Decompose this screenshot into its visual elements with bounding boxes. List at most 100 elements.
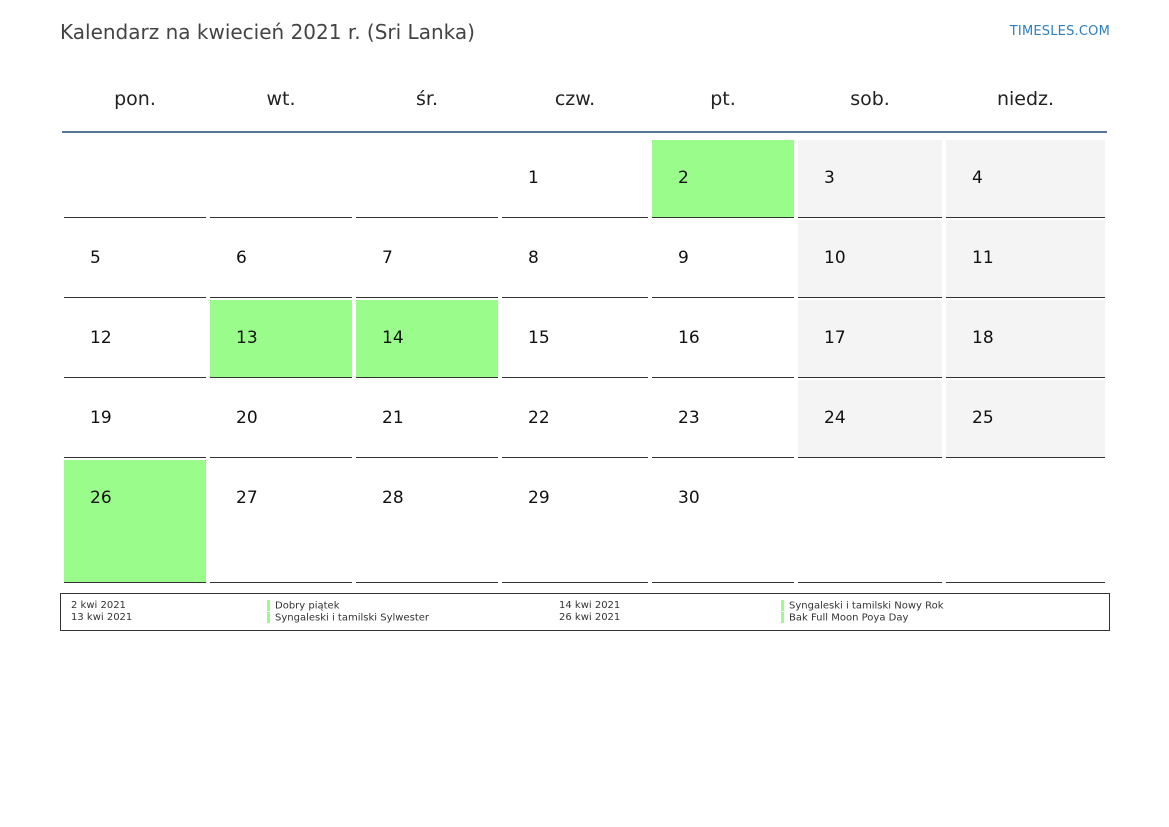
- calendar-day-cell[interactable]: 22: [500, 378, 650, 458]
- calendar-day-cell[interactable]: 26: [62, 458, 208, 583]
- calendar-empty-cell: [62, 138, 208, 218]
- day-number: 23: [678, 408, 700, 428]
- day-cell-background: 18: [946, 300, 1105, 378]
- calendar-day-cell[interactable]: 8: [500, 218, 650, 298]
- calendar-day-cell[interactable]: 24: [796, 378, 944, 458]
- day-number: 28: [382, 488, 404, 508]
- day-number: 16: [678, 328, 700, 348]
- day-cell-background: 21: [356, 380, 498, 458]
- day-number: 27: [236, 488, 258, 508]
- calendar-day-cell[interactable]: 3: [796, 138, 944, 218]
- calendar-day-cell[interactable]: 16: [650, 298, 796, 378]
- calendar-day-cell[interactable]: 9: [650, 218, 796, 298]
- day-number: 7: [382, 248, 393, 268]
- calendar-day-cell[interactable]: 20: [208, 378, 354, 458]
- calendar-day-cell[interactable]: 4: [944, 138, 1107, 218]
- calendar-day-cell[interactable]: 28: [354, 458, 500, 583]
- day-cell-background: 27: [210, 460, 352, 583]
- calendar-day-cell[interactable]: 10: [796, 218, 944, 298]
- calendar-day-cell[interactable]: 17: [796, 298, 944, 378]
- calendar-day-cell[interactable]: 23: [650, 378, 796, 458]
- day-cell-background: 12: [64, 300, 206, 378]
- day-cell-background: 7: [356, 220, 498, 298]
- calendar-day-cell[interactable]: 2: [650, 138, 796, 218]
- day-cell-background: 22: [502, 380, 648, 458]
- day-cell-background: 10: [798, 220, 942, 298]
- calendar-day-cell[interactable]: 27: [208, 458, 354, 583]
- calendar-day-cell[interactable]: 1: [500, 138, 650, 218]
- calendar-week-row: 5 6 7 8 9 10 11: [62, 218, 1107, 298]
- weekday-wed: śr.: [415, 88, 438, 110]
- day-number: 25: [972, 408, 994, 428]
- legend-date: 13 kwi 2021: [71, 612, 133, 623]
- brand-link[interactable]: TIMESLES.COM: [1009, 24, 1110, 39]
- day-number: 3: [824, 168, 835, 188]
- weekday-sun: niedz.: [996, 88, 1055, 110]
- day-cell-background: 4: [946, 140, 1105, 218]
- day-number: 18: [972, 328, 994, 348]
- calendar-day-cell[interactable]: 5: [62, 218, 208, 298]
- day-number: 5: [90, 248, 101, 268]
- calendar-day-cell[interactable]: 12: [62, 298, 208, 378]
- day-number: 12: [90, 328, 112, 348]
- calendar-day-cell[interactable]: 15: [500, 298, 650, 378]
- day-cell-background: [64, 140, 206, 218]
- calendar-day-cell[interactable]: 21: [354, 378, 500, 458]
- legend-holiday-name: Syngaleski i tamilski Sylwester: [275, 612, 429, 624]
- day-cell-background: [210, 140, 352, 218]
- day-cell-background: 16: [652, 300, 794, 378]
- day-number: 24: [824, 408, 846, 428]
- calendar-empty-cell: [796, 458, 944, 583]
- day-number: 2: [678, 168, 689, 188]
- day-cell-background: 19: [64, 380, 206, 458]
- calendar-day-cell[interactable]: 14: [354, 298, 500, 378]
- legend-date: 26 kwi 2021: [559, 612, 621, 623]
- day-cell-background: 17: [798, 300, 942, 378]
- calendar-week-row: 19 20 21 22 23 24 25: [62, 378, 1107, 458]
- day-cell-background: 5: [64, 220, 206, 298]
- day-number: 15: [528, 328, 550, 348]
- calendar-day-cell[interactable]: 30: [650, 458, 796, 583]
- day-cell-background: 30: [652, 460, 794, 583]
- calendar-week-row: 1 2 3 4: [62, 138, 1107, 218]
- day-number: 19: [90, 408, 112, 428]
- calendar-day-cell[interactable]: 18: [944, 298, 1107, 378]
- day-cell-background: 11: [946, 220, 1105, 298]
- day-number: 26: [90, 488, 112, 508]
- calendar-day-cell[interactable]: 25: [944, 378, 1107, 458]
- holiday-color-swatch: [781, 600, 784, 611]
- calendar-day-cell[interactable]: 11: [944, 218, 1107, 298]
- day-number: 1: [528, 168, 539, 188]
- weekday-tue: wt.: [266, 88, 296, 110]
- day-number: 29: [528, 488, 550, 508]
- legend-holiday-entry: Dobry piątek: [267, 600, 340, 613]
- day-number: 6: [236, 248, 247, 268]
- calendar-day-cell[interactable]: 13: [208, 298, 354, 378]
- page-title: Kalendarz na kwiecień 2021 r. (Sri Lanka…: [60, 20, 475, 44]
- day-cell-background: 28: [356, 460, 498, 583]
- day-number: 13: [236, 328, 258, 348]
- day-cell-background: 15: [502, 300, 648, 378]
- calendar-day-cell[interactable]: 7: [354, 218, 500, 298]
- day-cell-background: 26: [64, 460, 206, 583]
- day-number: 20: [236, 408, 258, 428]
- calendar-empty-cell: [944, 458, 1107, 583]
- day-number: 4: [972, 168, 983, 188]
- day-number: 11: [972, 248, 994, 268]
- calendar-day-cell[interactable]: 29: [500, 458, 650, 583]
- calendar-weeks: 1 2 3 4 5 6 7 8 9 10 11 12 13 14 15 16 17 18 19 20 21 22 23 24 2…: [62, 138, 1107, 583]
- day-cell-background: 29: [502, 460, 648, 583]
- day-cell-background: 1: [502, 140, 648, 218]
- calendar-day-cell[interactable]: 19: [62, 378, 208, 458]
- legend-holiday-entry: Syngaleski i tamilski Nowy Rok: [781, 600, 944, 613]
- weekday-sat: sob.: [850, 88, 890, 110]
- day-cell-background: 23: [652, 380, 794, 458]
- day-cell-background: 9: [652, 220, 794, 298]
- legend-holiday-entry: Bak Full Moon Poya Day: [781, 612, 908, 625]
- day-number: 14: [382, 328, 404, 348]
- legend-holiday-name: Bak Full Moon Poya Day: [789, 612, 909, 624]
- holiday-color-swatch: [267, 612, 270, 623]
- calendar-day-cell[interactable]: 6: [208, 218, 354, 298]
- day-cell-background: 6: [210, 220, 352, 298]
